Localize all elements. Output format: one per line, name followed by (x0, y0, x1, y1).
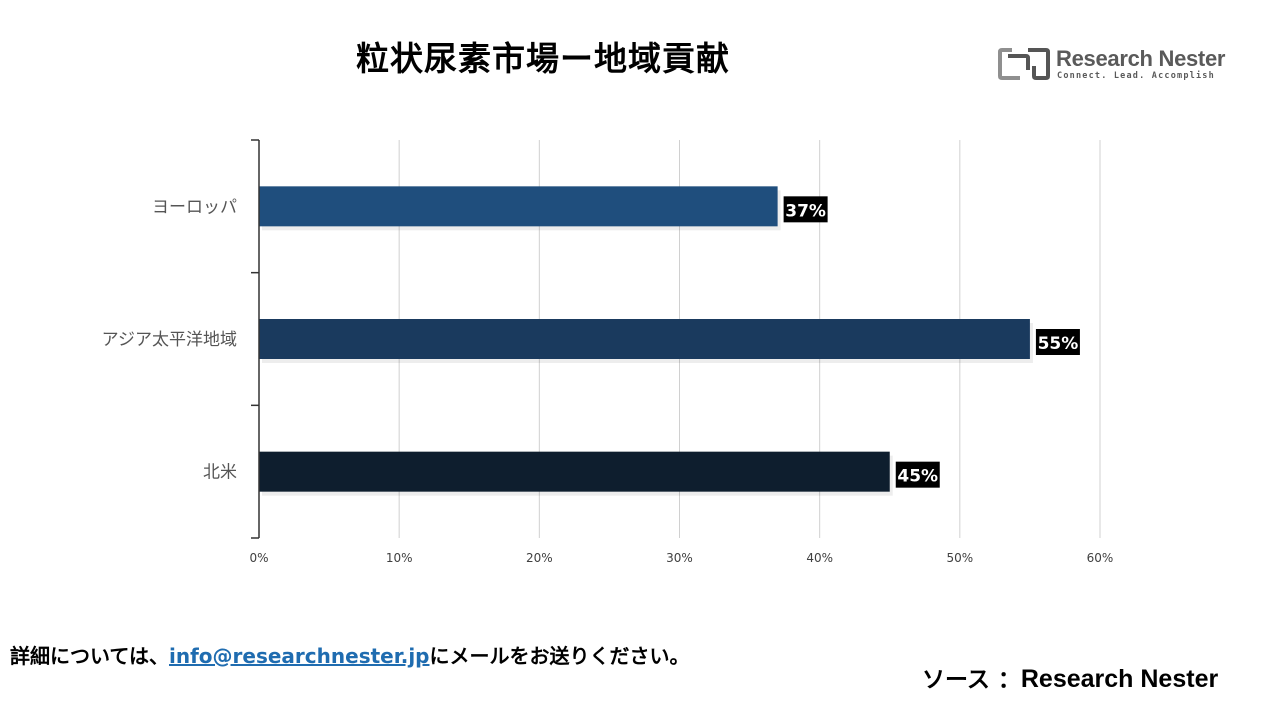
x-tick-label: 0% (249, 551, 268, 565)
contact-prefix: 詳細については、 (10, 644, 169, 668)
data-label: 37% (785, 201, 826, 221)
logo-name: Research Nester (1056, 46, 1226, 71)
source-line: ソース ：Research Nester (922, 660, 1218, 694)
logo-tagline: Connect. Lead. Accomplish (1057, 71, 1215, 81)
logo-mark-icon (998, 48, 1050, 80)
data-label: 55% (1038, 334, 1079, 354)
email-link[interactable]: info@researchnester.jp (169, 644, 430, 668)
research-nester-logo: Research Nester Connect. Lead. Accomplis… (998, 46, 1228, 86)
bar (259, 319, 1030, 359)
category-label: アジア太平洋地域 (102, 330, 237, 350)
x-tick-label: 20% (526, 551, 553, 565)
data-label: 45% (897, 467, 938, 487)
x-tick-label: 60% (1087, 551, 1114, 565)
bar (259, 186, 778, 227)
source-label: ソース ： (922, 667, 1021, 693)
bar-chart: 0% 10% 20% 30% 40% 50% 60% ヨーロッパ 37% アジア太平洋地域 55% 北… (102, 139, 1114, 565)
contact-line: 詳細については、info@researchnester.jpにメールをお送りくだ… (10, 640, 690, 669)
x-tick-label: 50% (946, 551, 973, 565)
x-tick-label: 40% (806, 551, 833, 565)
bar (259, 451, 890, 492)
data-label-bg (1035, 329, 1080, 355)
x-tick-label: 30% (666, 551, 693, 565)
chart-title: 粒状尿素市場ー地域貢献 (356, 39, 730, 78)
data-label-bg (783, 196, 828, 223)
contact-suffix: にメールをお送りください。 (429, 644, 690, 668)
category-label: ヨーロッパ (152, 197, 237, 217)
x-tick-label: 10% (386, 551, 413, 565)
category-label: 北米 (203, 463, 237, 483)
source-name: Research Nester (1020, 665, 1219, 693)
data-label-bg (895, 461, 940, 488)
